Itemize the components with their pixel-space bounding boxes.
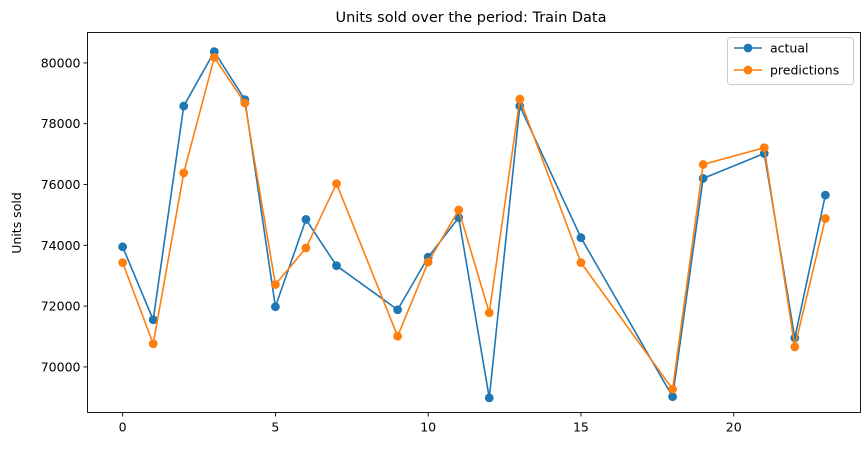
legend-label-actual: actual <box>770 41 809 56</box>
data-point-actual <box>820 190 830 200</box>
data-point-actual <box>576 233 586 243</box>
data-point-predictions <box>759 143 769 153</box>
data-point-predictions <box>515 94 525 104</box>
y-axis-label: Units sold <box>9 192 24 254</box>
data-point-predictions <box>240 98 250 108</box>
legend-box <box>727 37 854 85</box>
data-point-predictions <box>332 179 341 188</box>
legend-marker-actual <box>743 43 753 53</box>
y-tick-label: 78000 <box>41 116 81 131</box>
legend-label-predictions: predictions <box>770 63 839 78</box>
y-tick-label: 80000 <box>41 55 81 70</box>
y-tick-label: 76000 <box>41 177 81 192</box>
x-tick-label: 15 <box>573 420 589 435</box>
chart-title: Units sold over the period: Train Data <box>335 10 606 26</box>
x-tick-label: 20 <box>726 420 742 435</box>
x-tick-label: 0 <box>119 420 127 435</box>
data-point-actual <box>484 393 494 403</box>
data-point-actual <box>332 261 341 271</box>
series-line-actual <box>121 50 827 399</box>
data-point-predictions <box>393 331 403 341</box>
data-point-predictions <box>454 205 464 215</box>
data-point-predictions <box>179 168 189 178</box>
x-tick-label: 5 <box>271 420 279 435</box>
series-line-predictions <box>121 56 827 390</box>
data-point-predictions <box>148 339 158 349</box>
data-point-predictions <box>301 243 311 253</box>
data-point-actual <box>301 215 311 224</box>
data-point-actual <box>179 101 189 111</box>
x-tick-label: 10 <box>420 420 436 435</box>
data-point-actual <box>148 315 158 325</box>
data-point-predictions <box>484 308 494 318</box>
data-point-predictions <box>668 384 677 394</box>
data-point-actual <box>271 302 280 312</box>
plot-frame <box>87 32 861 413</box>
axis-ticks: 0 5 10 15 20 70000 72000 74000 76000 78000 80000 <box>41 55 742 434</box>
y-tick-label: 70000 <box>41 359 81 374</box>
data-point-predictions <box>209 53 219 62</box>
data-point-actual <box>393 305 403 315</box>
data-point-actual <box>668 392 677 402</box>
data-point-predictions <box>423 257 433 267</box>
data-point-predictions <box>820 214 830 223</box>
y-tick-label: 74000 <box>41 238 81 253</box>
data-point-predictions <box>118 258 128 268</box>
data-point-actual <box>118 242 128 252</box>
data-point-predictions <box>790 342 800 352</box>
data-point-predictions <box>271 280 280 289</box>
legend: actual predictions <box>727 37 854 85</box>
data-point-predictions <box>576 258 586 268</box>
legend-marker-predictions <box>743 65 753 75</box>
plot-marks <box>118 47 830 403</box>
data-point-predictions <box>698 160 708 169</box>
y-tick-label: 72000 <box>41 299 81 314</box>
